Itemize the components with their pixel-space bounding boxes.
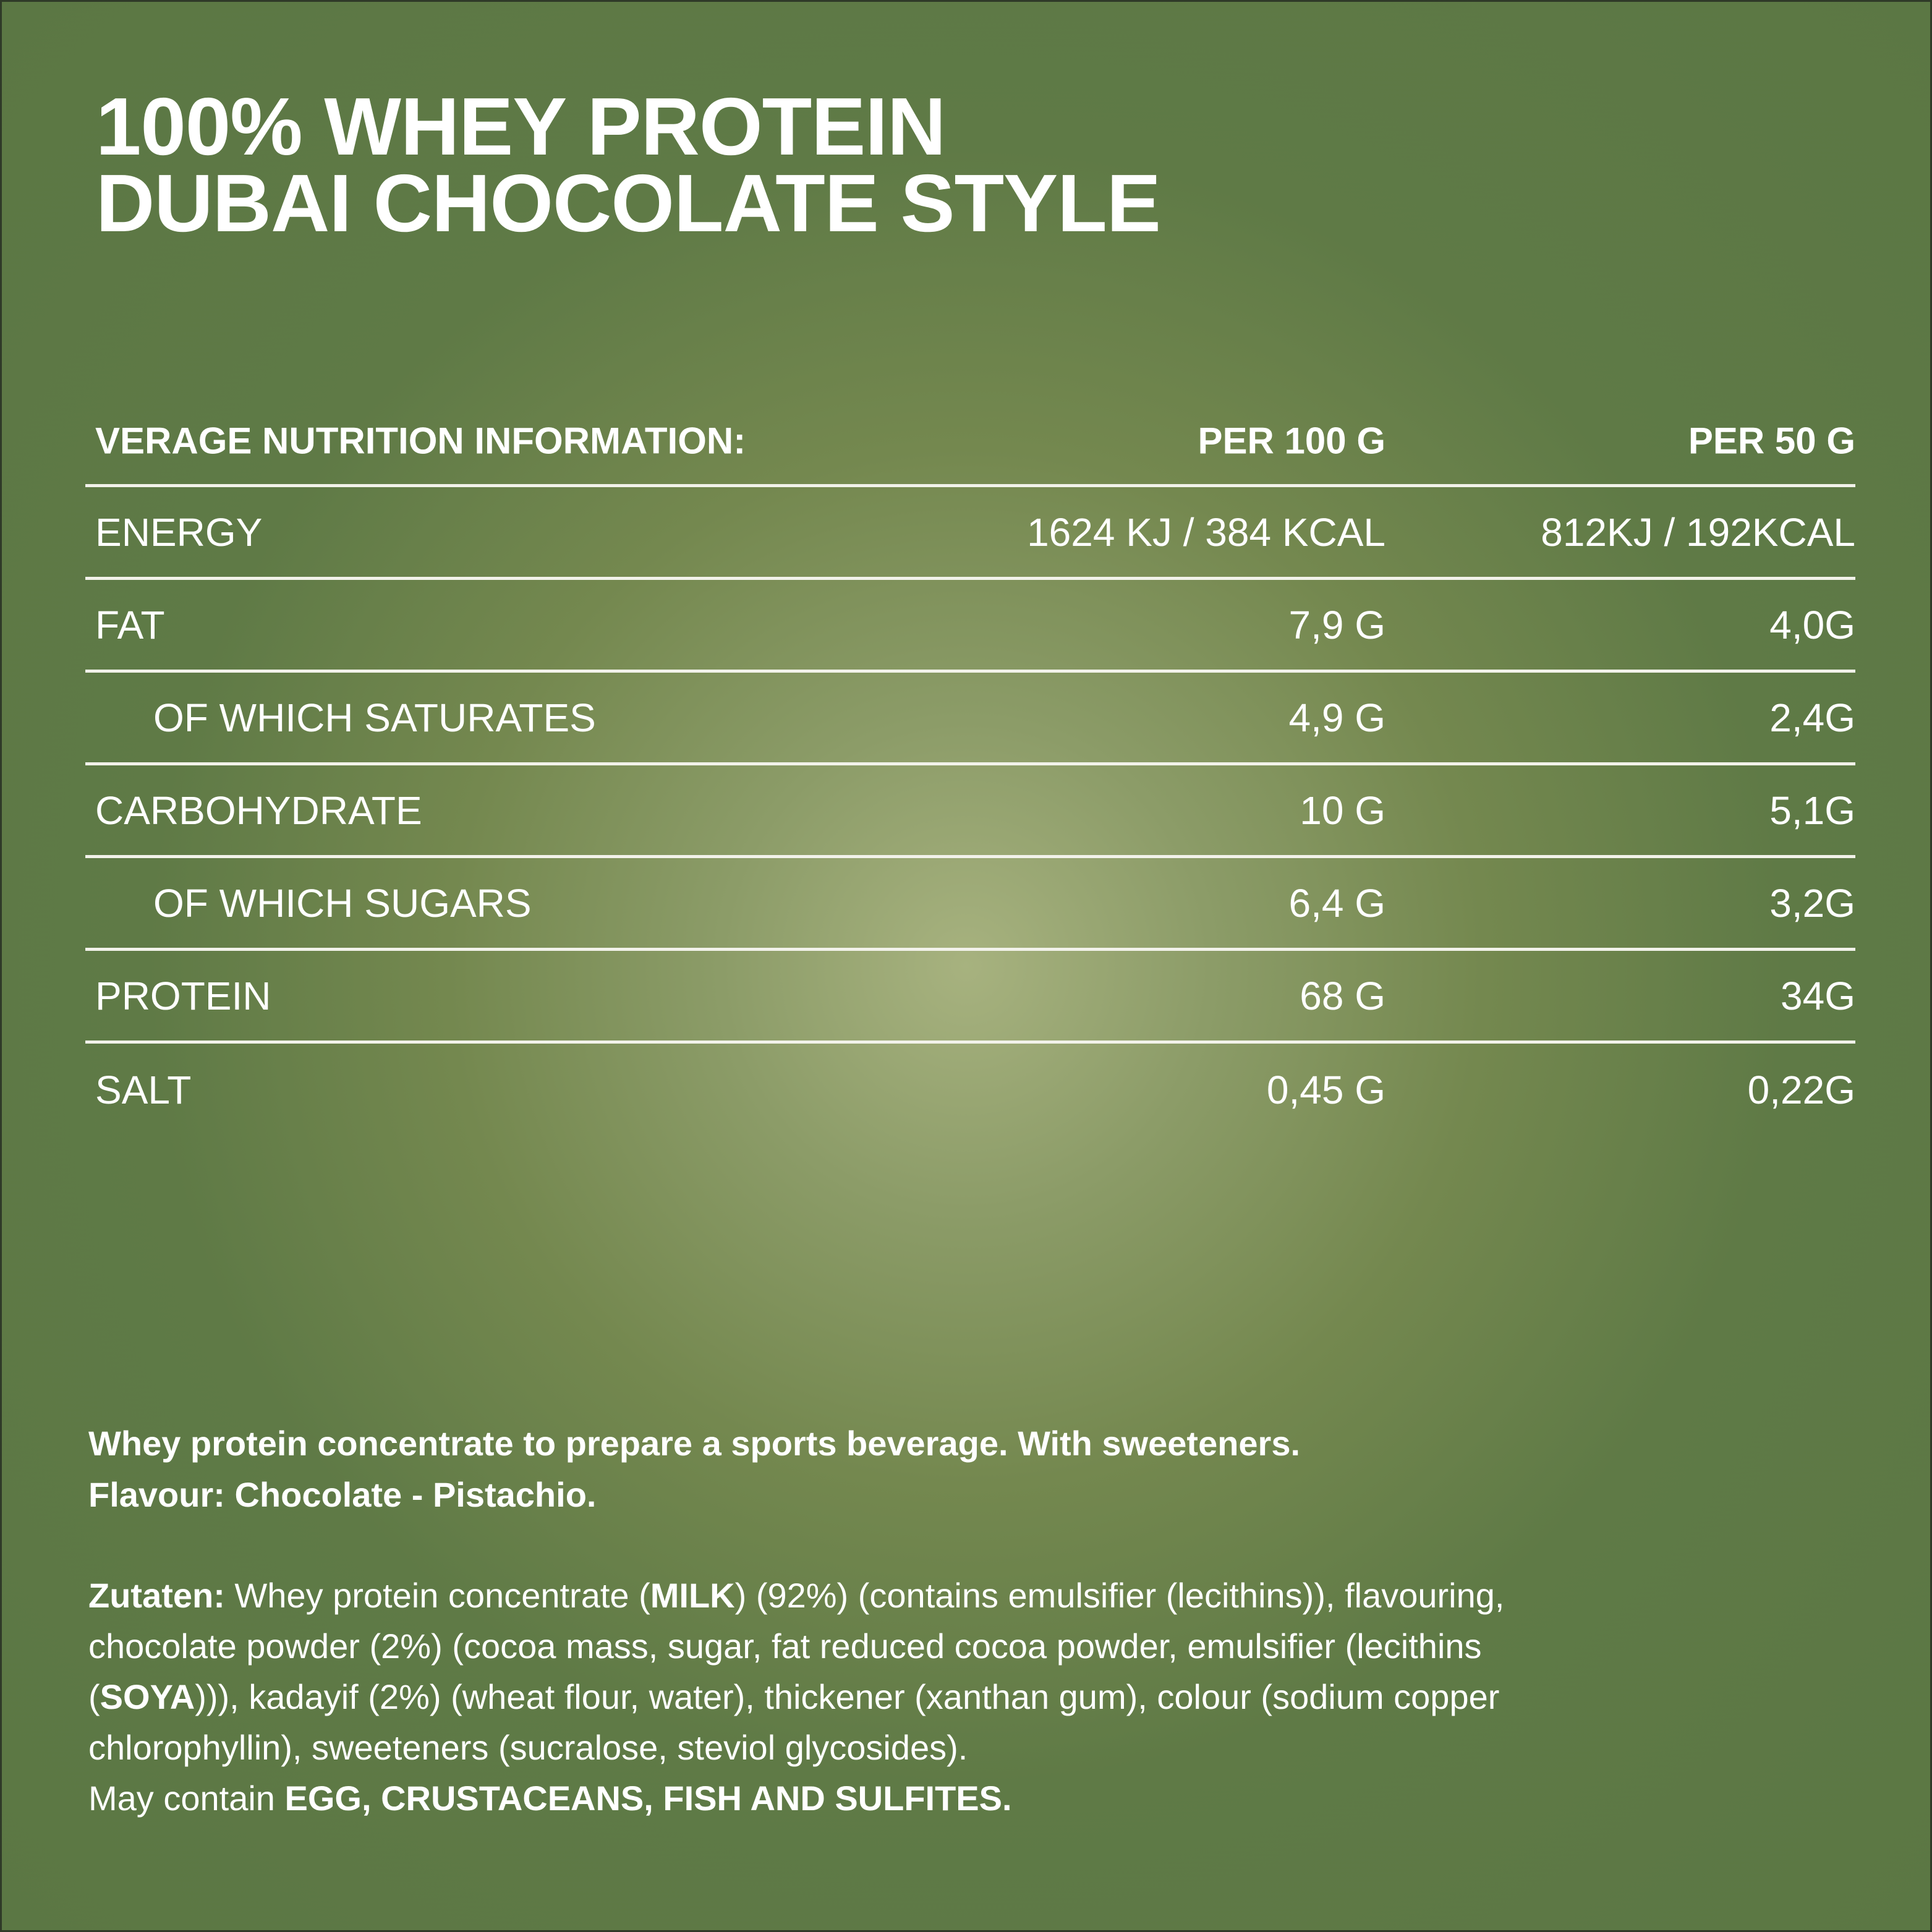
product-title: 100% WHEY PROTEIN DUBAI CHOCOLATE STYLE (96, 81, 1161, 249)
ingredients-segment: May contain (88, 1779, 285, 1818)
row-label: SALT (95, 1068, 192, 1112)
row-label: OF WHICH SATURATES (153, 695, 596, 740)
header-per-100g: PER 100 G (1198, 420, 1386, 462)
row-per-50g: 2,4G (1769, 695, 1855, 740)
product-description: Whey protein concentrate to prepare a sp… (88, 1418, 1300, 1520)
description-line-1: Whey protein concentrate to prepare a sp… (88, 1424, 1301, 1463)
ingredients-segment: ( (88, 1677, 100, 1716)
allergen-emphasis: EGG, CRUSTACEANS, FISH AND SULFITES. (284, 1779, 1012, 1818)
ingredients-segment: Whey protein concentrate ( (224, 1576, 650, 1615)
row-label: PROTEIN (95, 973, 271, 1018)
ingredients-line: (SOYA))), kadayif (2%) (wheat flour, wat… (88, 1672, 1504, 1722)
row-per-100g: 6,4 G (1288, 880, 1385, 926)
allergen-emphasis: Zutaten: (88, 1576, 225, 1615)
table-row: SALT 0,45 G 0,22G (85, 1044, 1855, 1136)
table-row: OF WHICH SATURATES 4,9 G 2,4G (85, 673, 1855, 765)
row-per-100g: 4,9 G (1288, 695, 1385, 740)
row-per-100g: 7,9 G (1288, 602, 1385, 647)
ingredients-segment: chlorophyllin), sweeteners (sucralose, s… (88, 1728, 968, 1767)
ingredients-segment: ) (92%) (contains emulsifier (lecithins)… (734, 1576, 1505, 1615)
allergen-emphasis: MILK (650, 1576, 735, 1615)
ingredients-line: Zutaten: Whey protein concentrate (MILK)… (88, 1570, 1504, 1621)
ingredients-text: Zutaten: Whey protein concentrate (MILK)… (88, 1570, 1504, 1824)
header-label: VERAGE NUTRITION INFORMATION: (95, 420, 746, 462)
row-per-50g: 3,2G (1769, 880, 1855, 926)
row-per-100g: 1624 KJ / 384 KCAL (1027, 509, 1385, 555)
row-per-50g: 4,0G (1769, 602, 1855, 647)
header-per-50g: PER 50 G (1688, 420, 1855, 462)
row-per-50g: 0,22G (1747, 1068, 1855, 1112)
row-per-50g: 5,1G (1769, 788, 1855, 833)
table-header: VERAGE NUTRITION INFORMATION: PER 100 G … (85, 398, 1855, 487)
title-line-2: DUBAI CHOCOLATE STYLE (96, 158, 1161, 249)
title-line-1: 100% WHEY PROTEIN (96, 81, 946, 172)
row-per-100g: 0,45 G (1266, 1068, 1385, 1112)
ingredients-segment: chocolate powder (2%) (cocoa mass, sugar… (88, 1627, 1482, 1666)
table-row: OF WHICH SUGARS 6,4 G 3,2G (85, 858, 1855, 951)
row-label: ENERGY (95, 509, 263, 555)
row-label: FAT (95, 602, 165, 647)
row-per-100g: 10 G (1300, 788, 1385, 833)
ingredients-line: chlorophyllin), sweeteners (sucralose, s… (88, 1722, 1504, 1773)
table-row: PROTEIN 68 G 34G (85, 951, 1855, 1044)
nutrition-table: VERAGE NUTRITION INFORMATION: PER 100 G … (85, 398, 1855, 1136)
table-row: FAT 7,9 G 4,0G (85, 580, 1855, 673)
row-per-50g: 34G (1781, 973, 1855, 1018)
ingredients-line: chocolate powder (2%) (cocoa mass, sugar… (88, 1621, 1504, 1672)
ingredients-segment: ))), kadayif (2%) (wheat flour, water), … (195, 1677, 1500, 1716)
table-row: ENERGY 1624 KJ / 384 KCAL 812KJ / 192KCAL (85, 487, 1855, 580)
row-per-100g: 68 G (1300, 973, 1385, 1018)
description-flavour: Flavour: Chocolate - Pistachio. (88, 1475, 597, 1514)
allergen-emphasis: SOYA (100, 1677, 195, 1716)
table-row: CARBOHYDRATE 10 G 5,1G (85, 765, 1855, 858)
row-label: OF WHICH SUGARS (153, 880, 532, 926)
ingredients-line: May contain EGG, CRUSTACEANS, FISH AND S… (88, 1773, 1504, 1824)
row-label: CARBOHYDRATE (95, 788, 422, 833)
row-per-50g: 812KJ / 192KCAL (1541, 509, 1855, 555)
